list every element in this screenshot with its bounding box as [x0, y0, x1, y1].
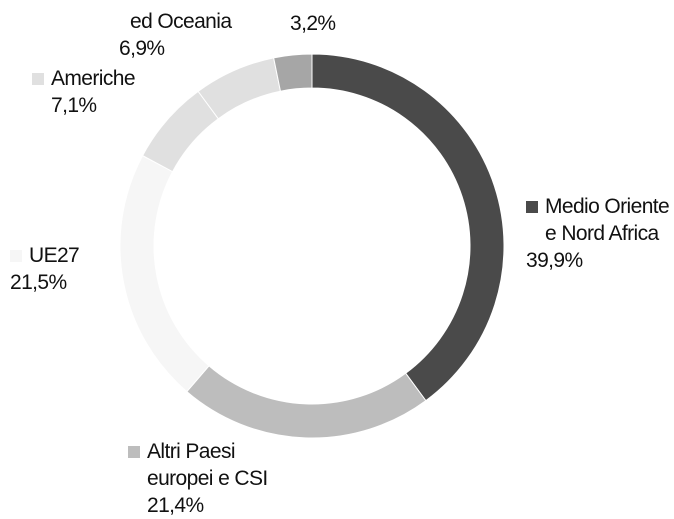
slice-label-other: 3,2%	[290, 10, 336, 37]
slice-name-line2: e Nord Africa	[545, 222, 659, 245]
donut-slice-2	[119, 154, 210, 393]
slice-name-line1: ed Oceania	[130, 10, 232, 33]
legend-swatch-americhe	[32, 72, 44, 85]
legend-swatch-altri-paesi	[128, 445, 140, 458]
slice-label-altri-paesi: Altri Paesi europei e CSI 21,4%	[128, 438, 268, 519]
slice-value: 21,4%	[147, 494, 204, 517]
slice-value: 7,1%	[51, 94, 97, 117]
slice-name-line1: Medio Oriente	[545, 195, 670, 218]
slice-name-line1: Americhe	[51, 67, 136, 90]
donut-slice-5	[273, 53, 313, 92]
slice-value: 21,5%	[10, 271, 67, 294]
legend-swatch-ue27	[10, 249, 22, 262]
slice-label-medio-oriente: Medio Oriente e Nord Africa 39,9%	[526, 193, 670, 274]
donut-slice-1	[186, 365, 427, 439]
legend-swatch-medio-oriente	[526, 200, 538, 213]
slice-value: 6,9%	[119, 37, 165, 60]
slice-label-oceania: ed Oceania 6,9%	[119, 8, 232, 62]
slice-label-americhe: Americhe 7,1%	[32, 65, 136, 119]
slice-name-line1: Altri Paesi	[147, 440, 236, 463]
slice-value: 39,9%	[526, 249, 583, 272]
donut-slice-0	[311, 53, 505, 402]
slice-value: 3,2%	[290, 12, 336, 35]
slice-name-line2: europei e CSI	[147, 467, 268, 490]
slice-name-line1: UE27	[29, 244, 80, 267]
slice-label-ue27: UE27 21,5%	[10, 242, 80, 296]
donut-slices	[119, 53, 505, 439]
